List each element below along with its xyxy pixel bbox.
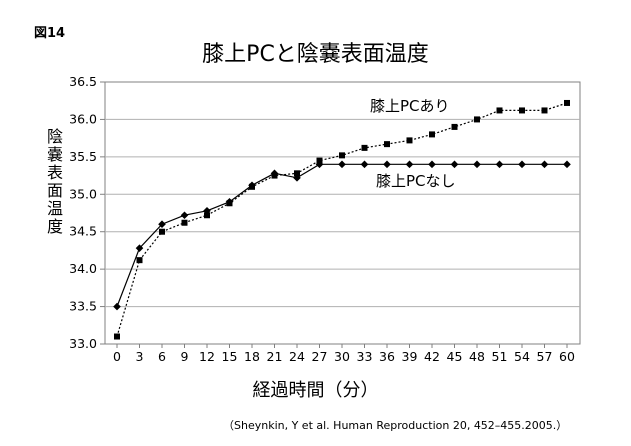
y-tick-label: 36.5 <box>69 74 97 89</box>
data-point-pc-on <box>451 123 458 130</box>
x-tick-label: 42 <box>424 349 440 364</box>
x-tick-label: 24 <box>289 349 305 364</box>
x-tick-label: 21 <box>267 349 283 364</box>
y-tick-label: 35.5 <box>69 149 97 164</box>
x-tick-label: 39 <box>402 349 418 364</box>
x-tick-label: 36 <box>379 349 395 364</box>
x-tick-label: 48 <box>469 349 485 364</box>
data-point-pc-off <box>563 160 571 169</box>
x-tick-label: 33 <box>357 349 373 364</box>
data-point-pc-on <box>136 257 143 264</box>
x-tick-label: 51 <box>492 349 508 364</box>
figure-label: 図14 <box>34 26 66 41</box>
data-point-pc-off <box>135 244 144 252</box>
x-axis-label: 経過時間（分） <box>252 380 379 401</box>
y-tick-label: 36.0 <box>69 111 97 126</box>
data-point-pc-off <box>473 160 481 169</box>
series-label-pc-on: 膝上PCあり <box>370 97 450 115</box>
plot-area <box>104 81 581 345</box>
data-point-pc-off <box>428 160 436 169</box>
x-tick-label: 0 <box>113 349 121 364</box>
data-point-pc-on <box>429 131 435 138</box>
x-tick-label: 6 <box>158 349 166 364</box>
y-tick-label: 33.0 <box>69 336 97 351</box>
series-label-pc-off: 膝上PCなし <box>376 172 456 190</box>
x-tick-label: 30 <box>334 349 350 364</box>
data-point-pc-off <box>180 211 189 220</box>
data-point-pc-off <box>338 160 346 169</box>
data-point-pc-off <box>270 169 279 178</box>
data-point-pc-off <box>450 160 459 169</box>
data-point-pc-off <box>225 197 234 206</box>
x-tick-label: 15 <box>222 349 238 364</box>
x-tick-label: 3 <box>136 349 144 364</box>
data-point-pc-off <box>315 160 324 169</box>
x-tick-label: 54 <box>514 349 530 364</box>
data-point-pc-off <box>405 160 414 169</box>
data-point-pc-off <box>383 160 391 169</box>
data-point-pc-off <box>360 160 369 169</box>
data-point-pc-on <box>181 219 188 226</box>
y-tick-label: 34.0 <box>69 261 97 276</box>
data-point-pc-on <box>204 212 210 219</box>
data-point-pc-off <box>158 220 166 229</box>
x-tick-label: 18 <box>244 349 260 364</box>
data-point-pc-on <box>361 144 368 151</box>
data-point-pc-on <box>474 116 480 123</box>
x-tick-label: 12 <box>199 349 215 364</box>
data-point-pc-off <box>495 160 504 169</box>
data-point-pc-off <box>518 160 526 169</box>
data-point-pc-on <box>114 333 120 340</box>
data-point-pc-off <box>293 174 301 182</box>
source-citation: （Sheynkin, Y et al. Human Reproduction 2… <box>223 419 568 432</box>
x-tick-label: 60 <box>559 349 575 364</box>
y-tick-label: 33.5 <box>69 299 97 314</box>
data-point-pc-on <box>159 228 165 235</box>
data-point-pc-on <box>294 170 300 177</box>
y-axis-label: 陰嚢表面温度 <box>44 128 63 236</box>
y-tick-label: 35.0 <box>69 186 97 201</box>
chart-title: 膝上PCと陰嚢表面温度 <box>202 42 429 67</box>
data-point-pc-off <box>540 160 549 169</box>
data-point-pc-on <box>406 137 413 144</box>
y-tick-label: 34.5 <box>69 224 97 239</box>
data-point-pc-off <box>113 302 121 311</box>
data-point-pc-on <box>564 99 570 106</box>
data-point-pc-on <box>541 107 548 114</box>
x-tick-label: 9 <box>181 349 189 364</box>
data-point-pc-off <box>203 206 211 215</box>
data-point-pc-on <box>496 107 503 114</box>
data-point-pc-on <box>339 152 345 159</box>
data-point-pc-on <box>519 107 525 114</box>
data-point-pc-off <box>248 181 256 190</box>
data-point-pc-on <box>384 141 390 148</box>
x-tick-label: 57 <box>537 349 553 364</box>
x-tick-label: 45 <box>447 349 463 364</box>
x-tick-label: 27 <box>312 349 328 364</box>
